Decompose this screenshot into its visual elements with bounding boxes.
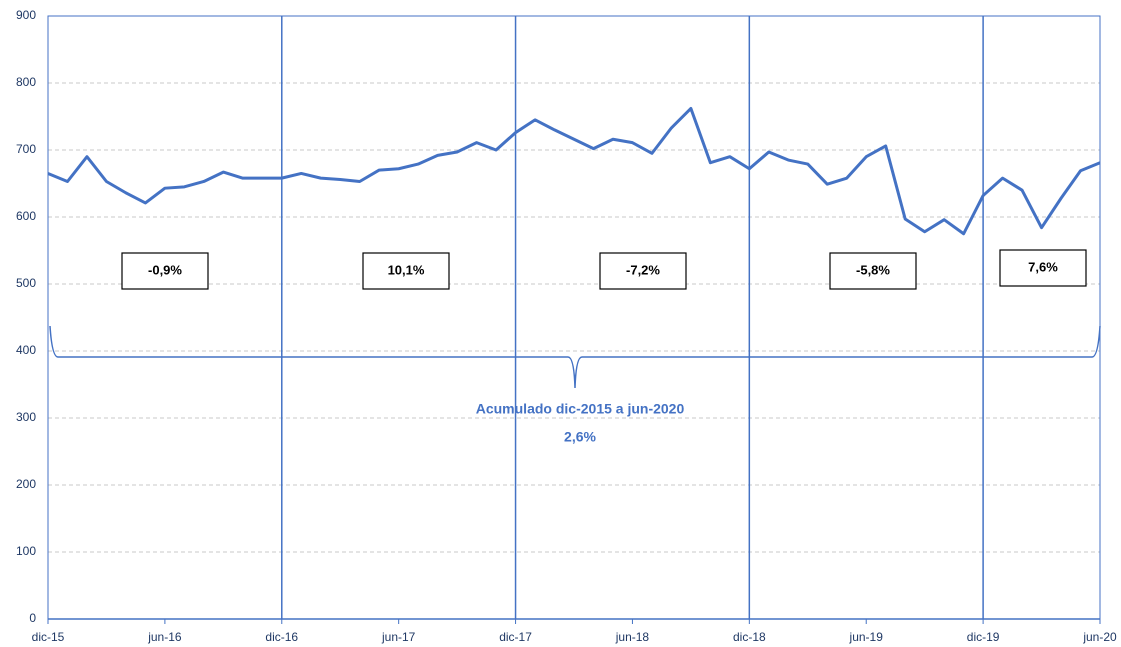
annotation: 7,6% [1028,259,1058,274]
total-value: 2,6% [564,429,596,445]
x-tick-label: jun-18 [615,630,650,644]
annotation: -7,2% [626,262,660,277]
x-tick-label: dic-17 [499,630,532,644]
y-tick-label: 400 [16,343,36,357]
annotation-box [999,249,1087,287]
x-tick-label: jun-20 [1082,630,1117,644]
y-tick-label: 300 [16,410,36,424]
y-tick-label: 600 [16,209,36,223]
plot-frame [47,15,1101,620]
y-tick-label: 100 [16,544,36,558]
annotation-box [599,252,687,290]
annotation: 10,1% [388,262,425,277]
annotation-box [829,252,917,290]
annotation-box [121,252,209,290]
brace [49,325,1101,389]
x-tick-label: jun-17 [381,630,416,644]
x-tick-label: jun-19 [849,630,884,644]
x-tick-label: dic-18 [733,630,766,644]
annotation: -5,8% [856,262,890,277]
y-tick-label: 200 [16,477,36,491]
x-tick-label: dic-15 [32,630,65,644]
y-tick-label: 700 [16,142,36,156]
annotation: -0,9% [148,262,182,277]
line [47,106,1101,236]
y-tick-label: 500 [16,276,36,290]
x-tick-label: dic-19 [967,630,1000,644]
total-label: Acumulado dic-2015 a jun-2020 [476,401,685,417]
y-tick-label: 0 [29,611,36,625]
y-tick-label: 900 [16,8,36,22]
x-tick-label: jun-16 [147,630,182,644]
annotation-box [362,252,450,290]
x-tick-label: dic-16 [265,630,298,644]
y-tick-label: 800 [16,75,36,89]
